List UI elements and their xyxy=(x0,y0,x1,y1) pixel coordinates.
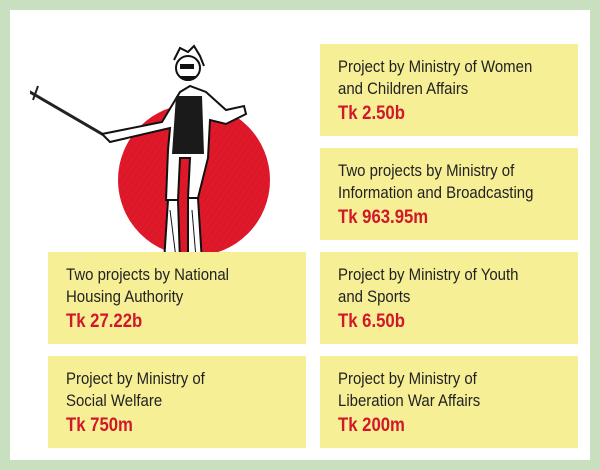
description-line: Project by Ministry of Women xyxy=(338,57,533,76)
project-amount: Tk 6.50b xyxy=(338,311,405,332)
project-description: Project by Ministry of Social Welfare xyxy=(66,368,265,412)
project-card-youth-sports: Project by Ministry of Youth and Sports … xyxy=(320,252,578,344)
description-line: Housing Authority xyxy=(66,287,184,306)
project-description: Project by Ministry of Liberation War Af… xyxy=(338,368,537,412)
project-description: Project by Ministry of Women and Childre… xyxy=(338,56,537,100)
description-line: Project by Ministry of Youth xyxy=(338,265,519,284)
project-card-liberation-war: Project by Ministry of Liberation War Af… xyxy=(320,356,578,448)
sword xyxy=(30,90,104,136)
description-line: Social Welfare xyxy=(66,391,163,410)
project-amount: Tk 2.50b xyxy=(338,103,405,124)
description-line: Liberation War Affairs xyxy=(338,391,481,410)
project-amount: Tk 200m xyxy=(338,415,405,436)
project-card-women-children: Project by Ministry of Women and Childre… xyxy=(320,44,578,136)
description-line: and Sports xyxy=(338,287,411,306)
project-card-social-welfare: Project by Ministry of Social Welfare Tk… xyxy=(48,356,306,448)
project-amount: Tk 27.22b xyxy=(66,311,143,332)
description-line: and Children Affairs xyxy=(338,79,469,98)
description-line: Project by Ministry of xyxy=(66,369,205,388)
illustration-sword-man xyxy=(30,44,270,262)
project-description: Project by Ministry of Youth and Sports xyxy=(338,264,537,308)
project-amount: Tk 963.95m xyxy=(338,207,429,228)
project-description: Two projects by National Housing Authori… xyxy=(66,264,265,308)
description-line: Two projects by Ministry of xyxy=(338,161,515,180)
project-description: Two projects by Ministry of Information … xyxy=(338,160,537,204)
description-line: Project by Ministry of xyxy=(338,369,477,388)
project-card-national-housing: Two projects by National Housing Authori… xyxy=(48,252,306,344)
project-amount: Tk 750m xyxy=(66,415,133,436)
description-line: Two projects by National xyxy=(66,265,229,284)
project-card-information-broadcasting: Two projects by Ministry of Information … xyxy=(320,148,578,240)
description-line: Information and Broadcasting xyxy=(338,183,534,202)
